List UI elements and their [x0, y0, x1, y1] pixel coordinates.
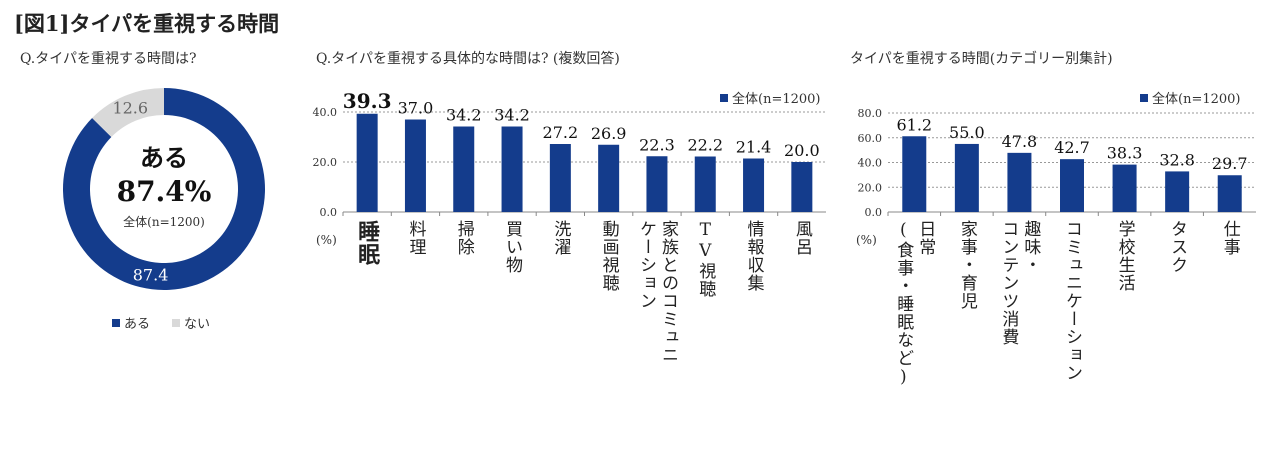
donut-legend: ある ない	[112, 313, 210, 332]
bar2-value-label: 42.7	[1054, 138, 1090, 157]
bar2-category-label: 趣味・	[1020, 220, 1041, 274]
bar1-category-label: 動画視聴	[598, 220, 619, 292]
bar2-category-label: 日常	[915, 220, 936, 256]
bar1-category-label: ケーション	[635, 220, 656, 310]
bar2-bar	[1007, 152, 1032, 212]
bar2-category-label: (食事・睡眠など)	[893, 220, 914, 388]
bar2-value-label: 32.8	[1159, 150, 1195, 169]
bar2-ytick-label: 0.0	[865, 206, 883, 219]
bar1-category-label: 料理	[405, 220, 426, 256]
donut-center-label: ある	[140, 143, 188, 172]
bar2-category-label: タスク	[1167, 220, 1188, 274]
bar1-ytick-label: 20.0	[313, 156, 338, 169]
bar1-bar	[549, 144, 571, 212]
bar1-bar	[743, 158, 765, 212]
bar1-value-label: 27.2	[543, 123, 579, 142]
bar1-category-label: 家族とのコミュニ	[657, 220, 678, 364]
bar1-value-label: 34.2	[494, 106, 530, 125]
bar2-legend: 全体(n=1200)	[1140, 88, 1241, 107]
bar1-category-label: TV視聴	[695, 220, 716, 298]
bar2-value-label: 61.2	[896, 115, 932, 134]
bar1-subtitle: Q.タイパを重視する具体的な時間は? (複数回答)	[316, 51, 620, 67]
bar1-category-label: 情報収集	[743, 220, 764, 292]
bar1-category-label: 風呂	[791, 220, 812, 256]
bar2-category-label: コンテンツ消費	[998, 220, 1019, 346]
bar1-ytick-label: 40.0	[313, 106, 338, 119]
bar2-value-label: 47.8	[1002, 132, 1038, 151]
bar1-category-label: 掃除	[453, 220, 474, 256]
bar2-bar	[1112, 164, 1137, 212]
bar2-subtitle: タイパを重視する時間(カテゴリー別集計)	[850, 51, 1113, 67]
donut-slice-label-0: 87.4	[133, 265, 169, 284]
page-title: [図1]タイパを重視する時間	[14, 11, 280, 36]
bar2-bar	[1165, 171, 1190, 212]
bar1-value-label: 22.2	[687, 136, 723, 155]
bar2-category-label: 仕事	[1219, 220, 1240, 256]
bar2-value-label: 29.7	[1212, 154, 1248, 173]
bar2-category-label: コミュニケーション	[1062, 220, 1082, 382]
bar2-category-label: 学校生活	[1114, 220, 1135, 292]
bar1-bar	[501, 126, 523, 212]
bar1-value-label: 26.9	[591, 124, 627, 143]
bar1-value-label: 22.3	[639, 135, 675, 154]
bar1-bar	[598, 144, 620, 212]
donut-subtitle: Q.タイパを重視する時間は?	[20, 51, 197, 67]
bar2-bar	[902, 136, 927, 212]
bar1-ytick-label: 0.0	[320, 206, 338, 219]
bar2-ytick-label: 60.0	[858, 132, 883, 145]
bar1-bar	[453, 126, 475, 212]
bar1-value-label: 37.0	[398, 99, 434, 118]
bar1-value-label: 21.4	[736, 138, 772, 157]
bar2-bar	[954, 143, 979, 212]
bar1-legend-swatch	[720, 93, 728, 102]
bar1-value-label: 39.3	[343, 89, 392, 113]
bar1-bar	[791, 162, 813, 212]
bar2-category-label: 家事・育児	[956, 220, 977, 310]
bar1-legend-label: 全体(n=1200)	[732, 92, 821, 107]
bar2-bar	[1217, 175, 1242, 212]
bar1-legend: 全体(n=1200)	[720, 88, 821, 107]
bar2-value-label: 55.0	[949, 123, 985, 142]
bar2-ytick-label: 20.0	[858, 181, 883, 194]
legend-swatch-nai	[172, 318, 181, 327]
donut-center-value: 87.4%	[117, 175, 212, 208]
bar2-bar	[1060, 159, 1084, 212]
bar1-bar	[404, 119, 426, 212]
bar1-category-label: 洗濯	[550, 220, 571, 256]
bar2-unit: (%)	[856, 233, 877, 247]
legend-label-aru: ある	[124, 317, 151, 332]
donut-slice-label-1: 12.6	[112, 98, 148, 117]
bar1-bar	[694, 156, 716, 212]
bar1-bar	[646, 156, 668, 212]
bar1-unit: (%)	[316, 233, 337, 247]
donut-slice-1	[92, 88, 164, 138]
bar2-value-label: 38.3	[1107, 144, 1143, 163]
bar2-legend-label: 全体(n=1200)	[1152, 92, 1241, 107]
legend-swatch-aru	[112, 318, 120, 327]
bar1-category-label: 買い物	[502, 220, 523, 274]
bar1-value-label: 34.2	[446, 106, 482, 125]
legend-label-nai: ない	[184, 317, 211, 332]
bar1-value-label: 20.0	[784, 141, 820, 160]
donut-center-note: 全体(n=1200)	[123, 214, 205, 229]
bar1-bar	[356, 113, 378, 212]
bar2-legend-swatch	[1140, 93, 1148, 102]
bar2-ytick-label: 40.0	[858, 157, 883, 170]
bar1-category-label: 睡眠	[354, 220, 381, 266]
bar2-ytick-label: 80.0	[858, 107, 883, 120]
